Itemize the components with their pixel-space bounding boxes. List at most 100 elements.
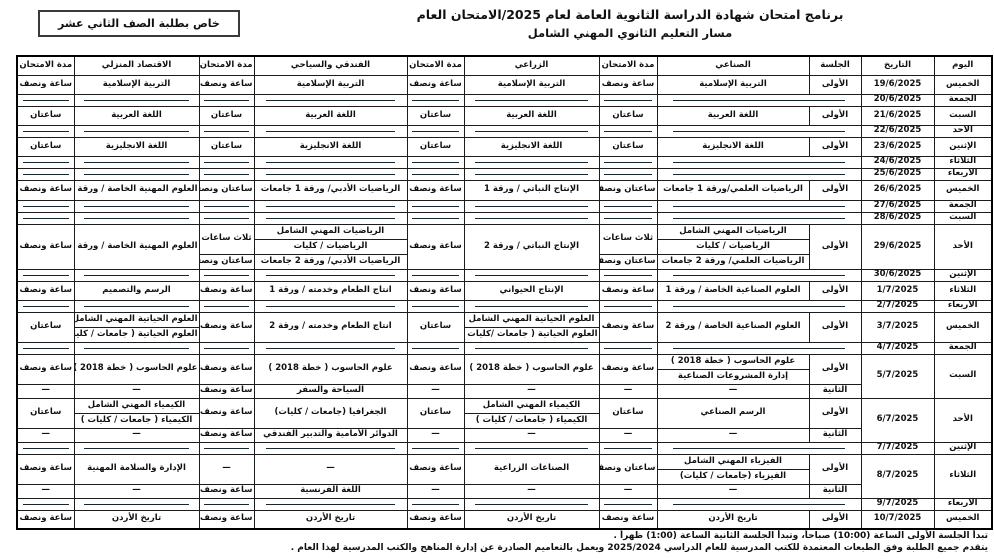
holiday-dash bbox=[84, 130, 189, 132]
holiday-dash bbox=[474, 503, 589, 505]
date-cell: 29/6/2025 bbox=[860, 223, 935, 270]
holiday-dash bbox=[412, 347, 459, 349]
holiday-dash bbox=[672, 99, 846, 101]
table-cell: اللغة العربية bbox=[463, 105, 600, 126]
table-cell: — bbox=[463, 427, 600, 443]
footer-note-session-times: تبدأ الجلسة الأولى الساعة (10:00) صباحاً… bbox=[613, 531, 988, 541]
date-cell: 2/7/2025 bbox=[860, 299, 935, 313]
table-cell: التربية الإسلامية bbox=[463, 74, 600, 95]
holiday-dash bbox=[604, 161, 652, 163]
holiday-dash bbox=[474, 305, 589, 307]
holiday-dash bbox=[22, 447, 69, 449]
date-cell: 9/7/2025 bbox=[860, 497, 935, 511]
table-row: الجمعة 4/7/2025 bbox=[16, 341, 993, 355]
table-cell: التربية الإسلامية bbox=[73, 74, 200, 95]
holiday-dash bbox=[474, 274, 589, 276]
table-cell: ساعتان bbox=[598, 105, 658, 126]
holiday-cell bbox=[656, 124, 862, 138]
table-cell: الفيزياء المهني الشامل bbox=[656, 453, 810, 470]
holiday-dash bbox=[204, 99, 249, 101]
day-cell: السبت bbox=[933, 105, 993, 126]
table-cell: ساعة ونصف bbox=[598, 311, 658, 343]
session-cell: الأولى bbox=[808, 74, 862, 95]
header-date: التاريخ bbox=[860, 55, 935, 76]
session-cell: الأولى bbox=[808, 179, 862, 201]
holiday-dash bbox=[84, 217, 189, 219]
table-cell: — bbox=[463, 483, 600, 499]
table-cell: ساعة ونصف bbox=[406, 453, 465, 485]
holiday-dash bbox=[474, 99, 589, 101]
table-cell: الإنتاج النباتي / ورقة 1 bbox=[463, 179, 600, 201]
holiday-dash bbox=[672, 447, 846, 449]
table-cell: — bbox=[598, 383, 658, 399]
holiday-cell bbox=[463, 199, 600, 213]
holiday-cell bbox=[406, 497, 465, 511]
table-cell: العلوم الحياتية المهني الشامل bbox=[463, 311, 600, 328]
table-row: السبت 5/7/2025 الأولى علوم الحاسوب ( خطة 20… bbox=[16, 353, 993, 399]
day-cell: الأربعاء bbox=[933, 299, 993, 313]
holiday-dash bbox=[22, 217, 69, 219]
table-cell: ساعة ونصف bbox=[198, 383, 255, 399]
table-cell: علوم الحاسوب ( خطة 2018 ) bbox=[253, 353, 408, 385]
footer-note-textbooks: يتقدم جميع الطلبة وفق الطبعات المعتمدة ل… bbox=[290, 543, 988, 553]
table-cell: ساعة ونصف bbox=[16, 453, 75, 485]
table-row: الأربعاء 2/7/2025 bbox=[16, 299, 993, 313]
table-cell: ساعة ونصف bbox=[198, 311, 255, 343]
table-cell: ساعة ونصف bbox=[406, 74, 465, 95]
holiday-cell bbox=[73, 341, 200, 355]
holiday-cell bbox=[406, 93, 465, 107]
holiday-cell bbox=[198, 93, 255, 107]
date-cell: 8/7/2025 bbox=[860, 453, 935, 499]
table-row: السبت 28/6/2025 bbox=[16, 211, 993, 225]
holiday-dash bbox=[474, 217, 589, 219]
session-cell: الأولى bbox=[808, 397, 862, 429]
table-cell: الرياضيات العلمي/ ورقة 2 جامعات bbox=[656, 253, 810, 270]
holiday-cell bbox=[198, 299, 255, 313]
table-row: الخميس 10/7/2025 الأولى تاريخ الأردن ساعة ون… bbox=[16, 509, 993, 530]
holiday-dash bbox=[412, 99, 459, 101]
day-cell: الخميس bbox=[933, 74, 993, 95]
table-cell: — bbox=[406, 483, 465, 499]
header-hotel-tourism: الفندقي والسياحي bbox=[253, 55, 408, 76]
table-cell: ساعتان ونصف bbox=[198, 253, 255, 270]
table-cell: ساعتان ونصف bbox=[598, 253, 658, 270]
holiday-dash bbox=[266, 130, 395, 132]
table-cell: ساعة ونصف bbox=[598, 74, 658, 95]
holiday-cell bbox=[406, 167, 465, 181]
holiday-cell bbox=[73, 93, 200, 107]
table-cell: — bbox=[656, 383, 810, 399]
holiday-cell bbox=[16, 124, 75, 138]
holiday-cell bbox=[16, 93, 75, 107]
holiday-dash bbox=[672, 130, 846, 132]
table-cell: — bbox=[406, 427, 465, 443]
table-cell: تاريخ الأردن bbox=[253, 509, 408, 530]
table-row: الثانية — — — — اللغة الفرنسية ساعة ونصف — — bbox=[16, 483, 992, 499]
date-cell: 3/7/2025 bbox=[860, 311, 935, 343]
table-cell: اللغة الانجليزية bbox=[463, 136, 600, 157]
holiday-dash bbox=[672, 305, 846, 307]
holiday-dash bbox=[266, 161, 395, 163]
table-cell: الرسم والتصميم bbox=[73, 280, 200, 301]
session-cell: الأولى bbox=[808, 280, 862, 301]
day-cell: الجمعة bbox=[933, 199, 993, 213]
holiday-cell bbox=[656, 211, 862, 225]
holiday-cell bbox=[16, 497, 75, 511]
table-cell: ساعتان bbox=[198, 105, 255, 126]
holiday-dash bbox=[672, 205, 846, 207]
holiday-dash bbox=[204, 274, 249, 276]
table-cell: — bbox=[598, 427, 658, 443]
holiday-dash bbox=[22, 347, 69, 349]
holiday-dash bbox=[412, 503, 459, 505]
table-cell: ساعتان bbox=[16, 397, 75, 429]
holiday-cell bbox=[656, 199, 862, 213]
date-cell: 22/6/2025 bbox=[860, 124, 935, 138]
table-cell: ساعة ونصف bbox=[406, 509, 465, 530]
holiday-cell bbox=[656, 93, 862, 107]
table-cell: العلوم المهنية الخاصة / ورقة 2 bbox=[73, 223, 200, 270]
table-cell: ساعتان ونصف bbox=[598, 453, 658, 485]
holiday-cell bbox=[253, 341, 408, 355]
holiday-cell bbox=[253, 497, 408, 511]
day-cell: الثلاثاء bbox=[933, 280, 993, 301]
table-cell: ساعتان bbox=[16, 105, 75, 126]
table-cell: ساعة ونصف bbox=[198, 509, 255, 530]
